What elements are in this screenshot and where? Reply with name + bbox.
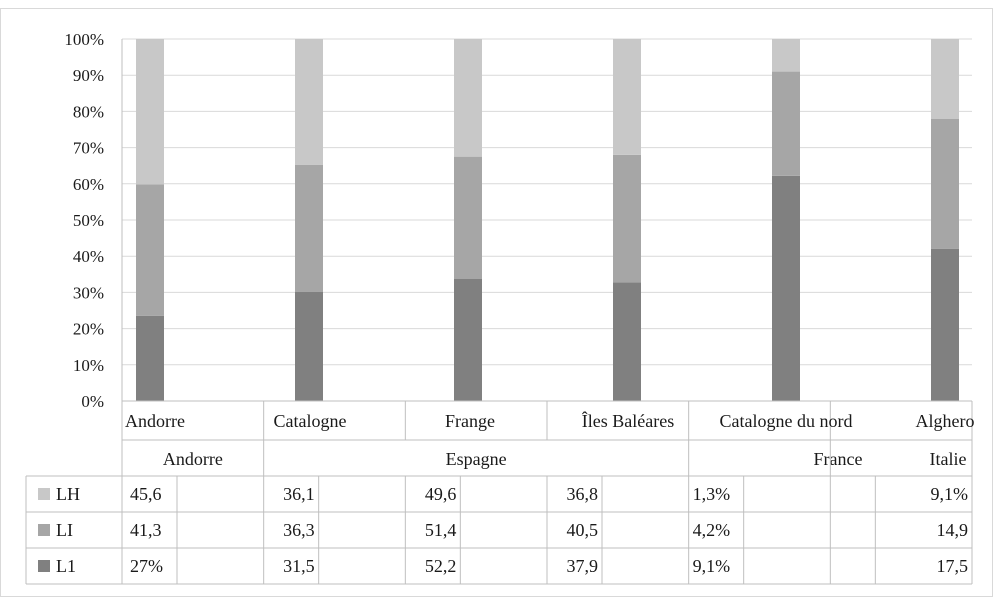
- y-tick-label: 80%: [73, 102, 104, 121]
- bar-segment-l1-alghero: [931, 248, 959, 401]
- x-tick-label: Frange: [445, 411, 495, 431]
- x-tick-label: Catalogne: [274, 411, 347, 431]
- table-cell-lh-frange: 49,6: [425, 484, 457, 504]
- table-cell-li-iles-baleares: 40,5: [567, 520, 599, 540]
- bar-stack-frange: [454, 39, 482, 401]
- bar-segment-l1-iles-baleares: [613, 282, 641, 401]
- table-cell-lh-iles-baleares: 36,8: [567, 484, 599, 504]
- y-tick-label: 40%: [73, 247, 104, 266]
- bars: [136, 39, 959, 401]
- bar-segment-l1-frange: [454, 279, 482, 401]
- chart-frame: [0, 8, 993, 597]
- table-cell-lh-catalogne: 36,1: [283, 484, 315, 504]
- table-cell-l1-catalogne-du-nord: 9,1%: [693, 556, 731, 576]
- group-label-france: France: [814, 449, 863, 469]
- y-tick-label: 100%: [64, 30, 104, 49]
- legend-label-li: LI: [56, 520, 73, 540]
- x-tick-label: Andorre: [125, 411, 185, 431]
- table-cell-lh-alghero: 9,1%: [931, 484, 969, 504]
- bar-stack-catalogne: [295, 39, 323, 401]
- data-table: Andorre Catalogne Frange Îles Baléares Catal…: [25, 400, 975, 585]
- table-cell-l1-iles-baleares: 37,9: [567, 556, 599, 576]
- bar-segment-lh-iles-baleares: [613, 39, 641, 155]
- y-tick-label: 20%: [73, 320, 104, 339]
- bar-stack-andorre: [136, 39, 164, 401]
- bar-segment-l1-andorre: [136, 315, 164, 401]
- y-tick-label: 90%: [73, 66, 104, 85]
- bar-segment-lh-catalogne: [295, 39, 323, 165]
- legend-swatch-lh: [38, 488, 50, 500]
- bar-segment-lh-catalogne-du-nord: [772, 39, 800, 72]
- y-tick-label: 0%: [81, 392, 104, 411]
- x-tick-label: Îles Baléares: [582, 410, 674, 431]
- bar-segment-l1-catalogne-du-nord: [772, 175, 800, 401]
- table-cell-lh-catalogne-du-nord: 1,3%: [693, 484, 731, 504]
- table-cell-l1-frange: 52,2: [425, 556, 457, 576]
- group-label-andorre: Andorre: [163, 449, 223, 469]
- bar-segment-li-catalogne-du-nord: [772, 71, 800, 176]
- legend-label-lh: LH: [56, 484, 80, 504]
- table-cell-li-alghero: 14,9: [937, 520, 969, 540]
- bar-segment-lh-frange: [454, 39, 482, 157]
- bar-segment-lh-andorre: [136, 39, 164, 185]
- bar-segment-lh-alghero: [931, 39, 959, 120]
- y-tick-label: 50%: [73, 211, 104, 230]
- y-tick-label: 10%: [73, 356, 104, 375]
- bar-segment-li-andorre: [136, 184, 164, 316]
- y-axis-ticks: 0% 10% 20% 30% 40% 50% 60% 70% 80% 90% 100%: [64, 30, 104, 411]
- y-tick-label: 60%: [73, 175, 104, 194]
- y-tick-label: 70%: [73, 139, 104, 158]
- bar-stack-catalogne-du-nord: [772, 39, 800, 401]
- group-label-italie: Italie: [930, 449, 967, 469]
- group-label-espagne: Espagne: [446, 449, 507, 469]
- bar-stack-alghero: [931, 39, 959, 401]
- legend-swatch-l1: [38, 560, 50, 572]
- bar-segment-li-iles-baleares: [613, 154, 641, 283]
- table-cell-l1-catalogne: 31,5: [283, 556, 315, 576]
- bar-segment-li-catalogne: [295, 164, 323, 292]
- table-cell-l1-alghero: 17,5: [937, 556, 969, 576]
- x-tick-label: Alghero: [916, 411, 975, 431]
- bar-segment-li-frange: [454, 156, 482, 280]
- legend-label-l1: L1: [56, 556, 76, 576]
- table-cell-li-catalogne-du-nord: 4,2%: [693, 520, 731, 540]
- x-tick-label: Catalogne du nord: [720, 411, 853, 431]
- table-cell-l1-andorre: 27%: [130, 556, 163, 576]
- table-cell-li-catalogne: 36,3: [283, 520, 315, 540]
- bar-segment-li-alghero: [931, 119, 959, 249]
- bar-stack-iles-baleares: [613, 39, 641, 401]
- legend-swatch-li: [38, 524, 50, 536]
- table-cell-li-frange: 51,4: [425, 520, 457, 540]
- y-tick-label: 30%: [73, 283, 104, 302]
- table-cell-li-andorre: 41,3: [130, 520, 162, 540]
- table-cell-lh-andorre: 45,6: [130, 484, 162, 504]
- bar-segment-l1-catalogne: [295, 291, 323, 401]
